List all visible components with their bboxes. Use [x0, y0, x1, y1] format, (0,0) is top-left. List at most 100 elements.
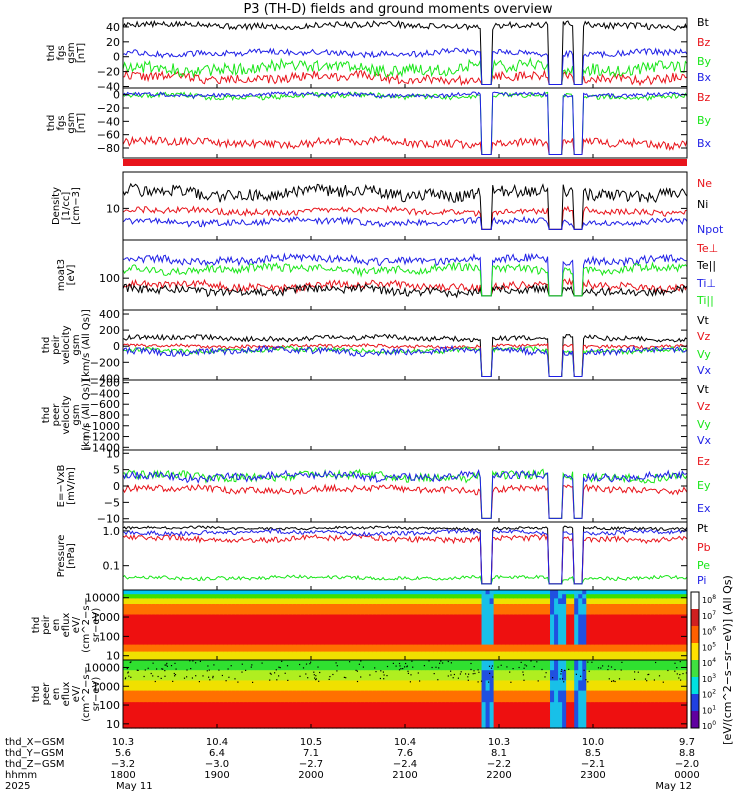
spectrogram-cell — [574, 604, 579, 616]
spectrogram-speckle — [407, 670, 409, 672]
spectrogram-speckle — [309, 663, 311, 665]
spectrogram-cell — [163, 702, 168, 729]
spectrogram-cell — [626, 680, 632, 692]
spectrogram-speckle — [164, 664, 166, 666]
spectrogram-cell — [425, 590, 430, 595]
spectrogram-cell — [272, 702, 277, 729]
spectrogram-cell — [405, 594, 410, 599]
spectrogram-cell — [151, 604, 156, 616]
spectrogram-cell — [638, 651, 644, 661]
spectrogram-cell — [537, 702, 543, 729]
spectrogram-cell — [654, 614, 660, 646]
spectrogram-cell — [187, 670, 193, 681]
spectrogram-cell — [352, 604, 358, 616]
spectrogram-cell — [312, 680, 317, 692]
spectrogram-speckle — [150, 672, 152, 675]
spectrogram-cell — [433, 598, 438, 605]
spectrogram-cell — [682, 702, 688, 729]
spectrogram-cell — [195, 680, 201, 692]
spectrogram-cell — [320, 680, 326, 692]
spectrogram-cell — [352, 594, 358, 599]
spectrogram-cell — [441, 644, 446, 653]
spectrogram-cell — [670, 594, 676, 599]
spectrogram-cell — [223, 651, 229, 661]
spectrogram-cell — [598, 594, 603, 599]
spectrogram-cell — [457, 680, 462, 692]
spectrogram-speckle — [212, 675, 214, 677]
spectrogram-cell — [235, 702, 241, 729]
spectrogram-cell — [477, 604, 483, 616]
spectrogram-speckle — [500, 664, 502, 666]
spectrogram-cell — [159, 670, 164, 681]
spectrogram-cell — [215, 598, 221, 605]
spectrogram-cell — [235, 680, 241, 692]
spectrogram-cell — [272, 594, 277, 599]
spectrogram-cell — [219, 651, 225, 661]
y-tick-label: −200 — [90, 356, 120, 369]
spectrogram-cell — [626, 670, 632, 681]
spectrogram-cell — [469, 670, 475, 681]
spectrogram-cell — [682, 590, 688, 595]
spectrogram-cell — [578, 594, 583, 599]
spectrogram-cell — [396, 670, 402, 681]
spectrogram-cell — [626, 690, 632, 703]
spectrogram-cell — [554, 614, 559, 646]
spectrogram-speckle — [315, 678, 317, 680]
spectrogram-cell — [264, 651, 269, 661]
spectrogram-cell — [255, 614, 261, 646]
spectrogram-cell — [650, 680, 656, 692]
spectrogram-cell — [521, 590, 527, 595]
spectrogram-cell — [558, 614, 563, 646]
spectrogram-cell — [251, 690, 257, 703]
spectrogram-cell — [139, 604, 144, 616]
spectrogram-cell — [195, 644, 201, 653]
y-axis-label: thd fgs gsm [nT] — [46, 112, 87, 133]
spectrogram-cell — [203, 702, 209, 729]
spectrogram-speckle — [442, 662, 444, 664]
spectrogram-cell — [662, 660, 668, 671]
spectrogram-cell — [562, 660, 567, 671]
spectrogram-cell — [203, 680, 209, 692]
spectrogram-cell — [550, 594, 555, 599]
spectrogram-cell — [602, 680, 608, 692]
spectrogram-cell — [191, 598, 197, 605]
spectrogram-cell — [131, 604, 136, 616]
spectrogram-cell — [598, 680, 603, 692]
spectrogram-cell — [191, 594, 197, 599]
spectrogram-cell — [179, 594, 185, 599]
spectrogram-cell — [155, 680, 160, 692]
spectrogram-cell — [453, 651, 458, 661]
spectrogram-cell — [235, 690, 241, 703]
spectrogram-cell — [654, 660, 660, 671]
spectrogram-cell — [276, 651, 281, 661]
spectrogram-cell — [364, 702, 370, 729]
spectrogram-cell — [517, 594, 523, 599]
spectrogram-speckle — [213, 664, 215, 666]
spectrogram-speckle — [269, 672, 271, 674]
spectrogram-cell — [308, 660, 313, 671]
spectrogram-cell — [372, 594, 378, 599]
spectrogram-cell — [392, 644, 398, 653]
spectrogram-cell — [336, 670, 342, 681]
spectrogram-cell — [360, 614, 366, 646]
spectrogram-cell — [493, 590, 499, 595]
spectrogram-cell — [247, 598, 253, 605]
spectrogram-cell — [594, 660, 599, 671]
spectrogram-speckle — [545, 672, 547, 674]
spectrogram-cell — [336, 614, 342, 646]
spectrogram-speckle — [307, 677, 309, 679]
spectrogram-cell — [562, 651, 567, 661]
spectrogram-cell — [670, 690, 676, 703]
spectrogram-cell — [179, 598, 185, 605]
spectrogram-cell — [590, 598, 595, 605]
spectrogram-cell — [594, 670, 599, 681]
spectrogram-cell — [425, 690, 430, 703]
spectrogram-cell — [477, 590, 483, 595]
spectrogram-cell — [175, 702, 180, 729]
spectrogram-cell — [505, 590, 511, 595]
spectrogram-cell — [143, 590, 148, 595]
spectrogram-speckle — [160, 677, 162, 679]
spectrogram-cell — [344, 660, 350, 671]
time-axis-value: 9.7 — [679, 737, 695, 748]
